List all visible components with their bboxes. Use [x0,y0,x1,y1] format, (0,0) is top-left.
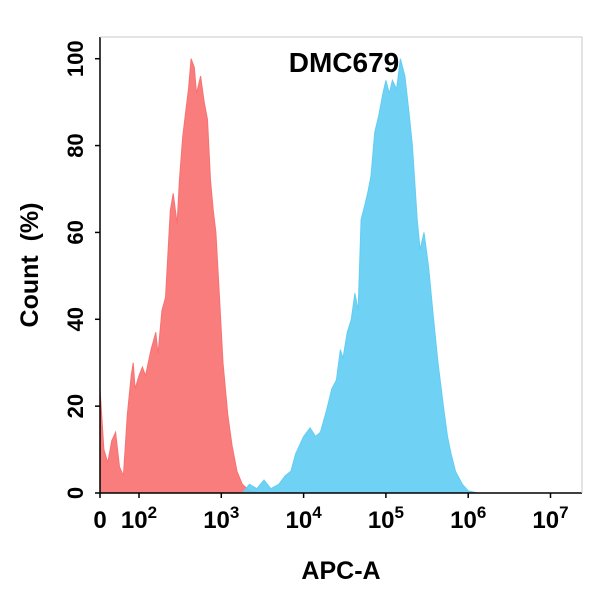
histogram-series-2 [241,58,478,494]
x-axis-title: APC-A [301,557,380,585]
y-tick-label: 40 [63,307,88,331]
y-tick-label: 80 [63,133,88,157]
y-axis-title: Count (%) [16,203,44,328]
y-tick-label: 0 [63,487,88,499]
x-tick-label: 105 [368,503,404,534]
histogram-series-1 [99,58,261,494]
x-tick-label: 0 [93,507,106,534]
x-tick-label: 103 [203,503,239,534]
x-ticks: 0102103104105106107108 [93,493,569,534]
y-ticks: 0 20 40 60 80 100 [63,40,100,499]
axes-layer [99,36,583,494]
y-tick-label: 20 [63,394,88,418]
series-layer [99,58,478,494]
y-tick-label: 100 [63,40,88,77]
x-tick-label: 102 [121,503,157,534]
chart-title: DMC679 [289,47,399,78]
x-tick-label: 107 [532,503,568,534]
x-tick-label: 106 [450,503,486,534]
x-tick-label: 104 [286,503,323,534]
y-tick-label: 60 [63,220,88,244]
